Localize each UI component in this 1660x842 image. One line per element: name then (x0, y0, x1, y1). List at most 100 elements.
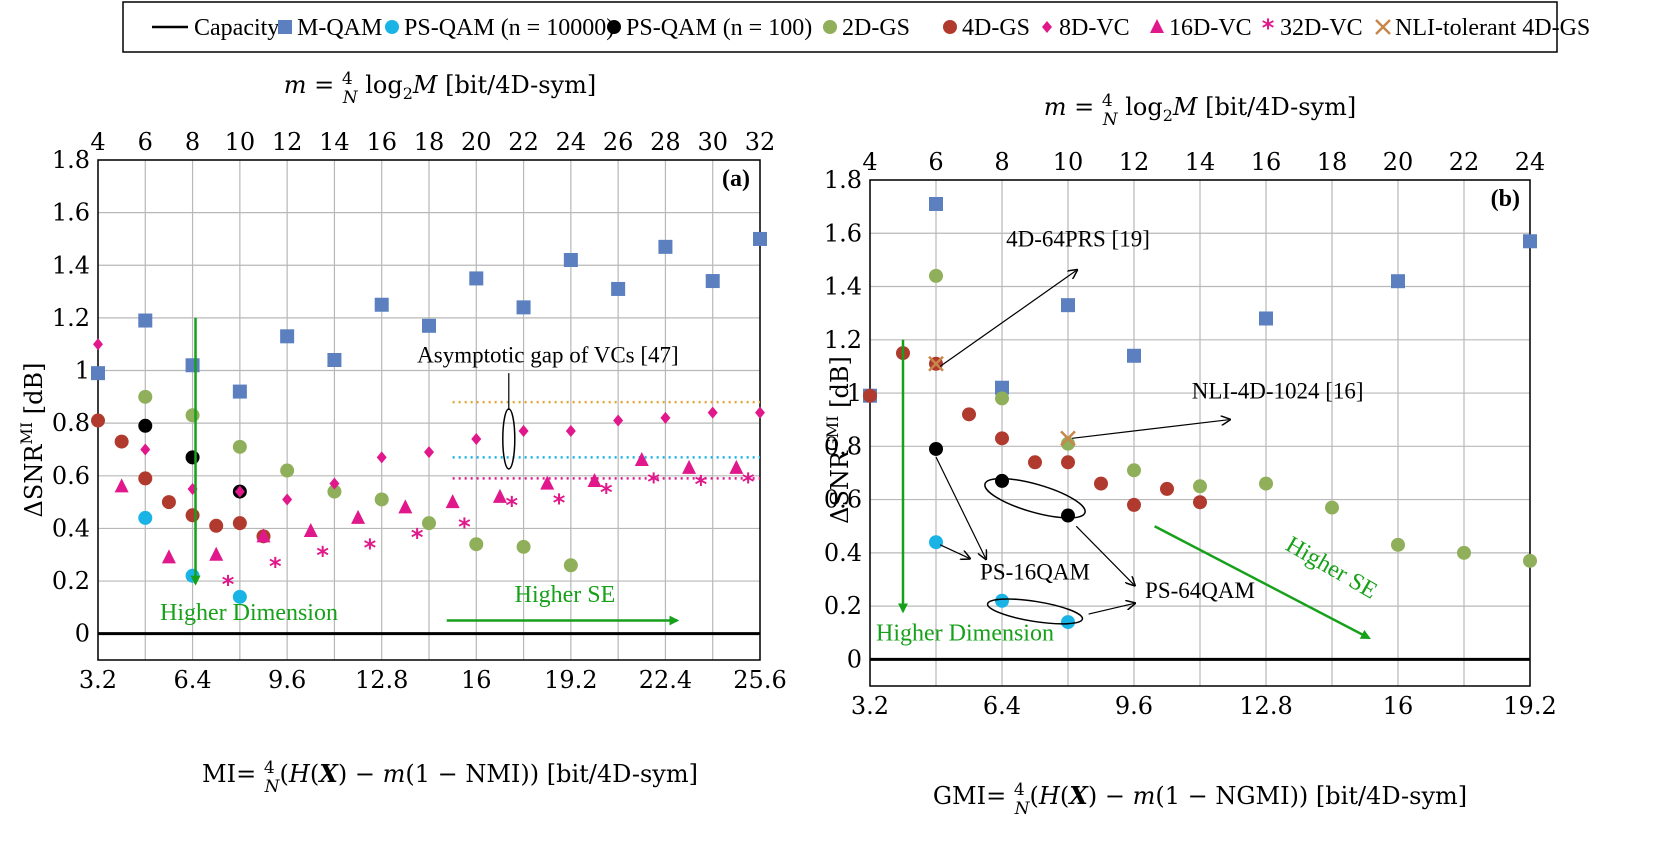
data-point (161, 495, 176, 510)
y-tick-label: 1.4 (824, 273, 862, 301)
ps64-arrow-2 (1088, 603, 1134, 615)
legend-label: 2D-GS (842, 15, 910, 41)
data-point (374, 492, 389, 507)
data-point (962, 407, 976, 422)
y-tick-label: 0.2 (824, 592, 862, 620)
data-point (256, 528, 271, 543)
data-point (863, 388, 877, 403)
data-point (138, 510, 153, 525)
x-tick-label: 19.2 (544, 666, 597, 694)
top-tick-label: 22 (1449, 148, 1480, 176)
data-point (929, 196, 943, 211)
top-tick-label: 10 (225, 128, 256, 156)
legend-item-8d-vc: 8D-VC (1042, 15, 1130, 41)
data-point: * (647, 468, 660, 496)
top-tick-label: 10 (1053, 148, 1084, 176)
legend-item-4d-gs: 4D-GS (943, 15, 1030, 41)
data-point (424, 446, 434, 459)
top-tick-label: 20 (461, 128, 492, 156)
data-point (185, 508, 200, 523)
top-tick-label: 6 (928, 148, 943, 176)
y-tick-label: 1.2 (824, 326, 862, 354)
data-point (516, 300, 531, 315)
y-tick-label: 1.6 (824, 219, 862, 247)
series-2d-gs (138, 389, 578, 573)
data-point (185, 568, 200, 583)
panel-a-x-axis-label: MI= 4 N(H(X) − m(1 − NMI)) [bit/4D-sym] (202, 758, 698, 797)
x-tick-label: 25.6 (733, 666, 786, 694)
data-point: * (505, 492, 518, 520)
y-tick-label: 0.8 (52, 409, 90, 437)
legend-label: PS-QAM (n = 10000) (404, 15, 614, 41)
data-point (376, 451, 387, 464)
prs-label: 4D-64PRS [19] (1006, 227, 1150, 252)
grid (97, 159, 761, 660)
data-point (755, 406, 765, 419)
data-point (563, 253, 578, 267)
x-tick-label: 9.6 (268, 666, 306, 694)
data-point (93, 338, 103, 351)
legend-label: 4D-GS (962, 15, 1030, 41)
series-4d-gs (91, 413, 271, 544)
legend-item-ps-qam-n-10000: PS-QAM (n = 10000) (385, 15, 614, 41)
ps-n100-ellipse (984, 477, 1086, 519)
data-point (587, 473, 602, 488)
data-point (1193, 495, 1207, 510)
y-tick-label: 1.8 (52, 146, 90, 174)
data-point (138, 389, 153, 404)
y-tick-label: 1.6 (52, 199, 90, 227)
y-tick-label: 0.4 (52, 514, 90, 542)
top-tick-label: 4 (90, 128, 105, 156)
data-point (469, 271, 484, 286)
data-point (1061, 455, 1075, 470)
top-tick-label: 26 (603, 128, 634, 156)
data-point (995, 593, 1009, 608)
data-point (492, 488, 507, 503)
data-point (138, 471, 153, 486)
y-tick-label: 1.2 (52, 304, 90, 332)
data-point (1160, 481, 1174, 496)
series-nli-tolerant-4d-gs (928, 355, 1076, 447)
legend-item-2d-gs: 2D-GS (823, 15, 910, 41)
data-point (280, 463, 295, 478)
data-point (1127, 463, 1141, 478)
top-tick-label: 32 (745, 128, 776, 156)
data-point: * (458, 513, 471, 541)
y-tick-label: 1.4 (52, 251, 90, 279)
data-point: * (269, 552, 282, 580)
data-point (707, 406, 718, 419)
data-point (114, 434, 129, 449)
data-point (469, 537, 484, 552)
data-point (1523, 234, 1537, 249)
data-point (928, 355, 944, 372)
data-point (1061, 615, 1075, 630)
legend-item-nli-tolerant-4d-gs: NLI-tolerant 4D-GS (1375, 15, 1590, 41)
series-32d-vc: * * * * * * * * * * * * (222, 468, 755, 599)
higher-se-label: Higher SE (1281, 532, 1381, 605)
plot-frame (869, 179, 1531, 687)
data-point (232, 384, 247, 399)
data-point: * (695, 471, 708, 499)
top-tick-label: 4 (862, 148, 877, 176)
data-point: * (316, 542, 329, 570)
nli-arrow (1072, 420, 1229, 439)
top-tick-label: 14 (319, 128, 350, 156)
series-ps-qam-n-100 (929, 441, 1075, 523)
data-point (658, 239, 673, 254)
legend-swatch-2d-gs (823, 20, 837, 34)
legend-item-ps-qam-n-100: PS-QAM (n = 100) (607, 15, 812, 41)
data-point (1391, 274, 1405, 289)
top-tick-label: 8 (185, 128, 200, 156)
nli-label: NLI-4D-1024 [16] (1192, 378, 1364, 403)
data-point: * (364, 534, 377, 562)
x-tick-label: 22.4 (639, 666, 692, 694)
top-tick-label: 24 (556, 128, 587, 156)
series-ps-qam-n-10000 (929, 535, 1075, 630)
legend-label: 8D-VC (1059, 15, 1130, 41)
y-tick-label: 1 (847, 379, 862, 407)
legend-item-32d-vc: * 32D-VC (1262, 14, 1363, 42)
x-tick-label: 16 (1383, 692, 1414, 720)
